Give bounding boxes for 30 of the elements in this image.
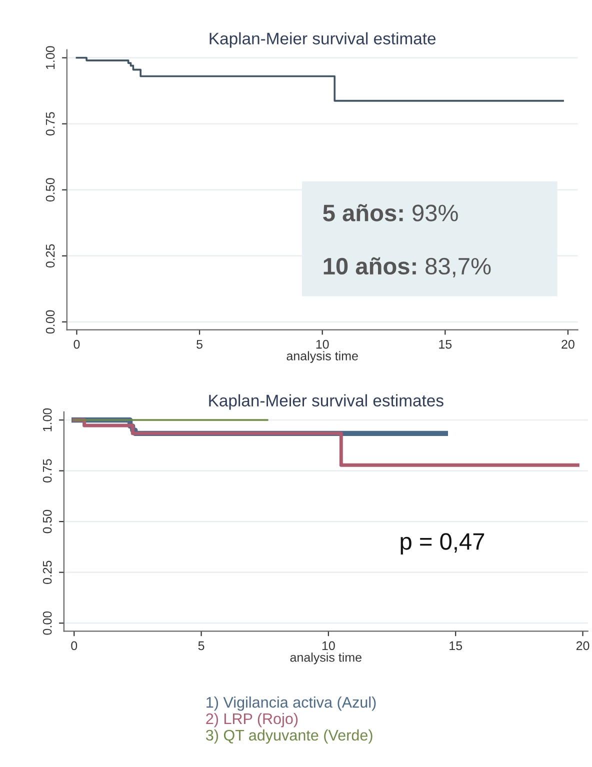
x-tick-label: 5 bbox=[198, 641, 204, 650]
x-axis-title: analysis time bbox=[290, 652, 362, 664]
x-tick-label: 20 bbox=[562, 340, 574, 349]
x-tick-label: 10 bbox=[316, 340, 329, 349]
x-tick-label: 15 bbox=[450, 641, 462, 650]
chart-title: Kaplan-Meier survival estimate bbox=[210, 32, 436, 48]
chart-title: Kaplan-Meier survival estimates bbox=[209, 394, 444, 410]
y-tick-label: 0.75 bbox=[42, 459, 52, 482]
x-tick-label: 5 bbox=[196, 340, 202, 349]
text: 1) Vigilancia activa (Azul) bbox=[206, 696, 376, 711]
text: 2) LRP (Rojo) bbox=[206, 712, 298, 728]
y-tick-label: 1.00 bbox=[42, 408, 52, 432]
x-tick-label: 15 bbox=[439, 340, 452, 349]
x-tick-label: 10 bbox=[322, 641, 335, 650]
y-tick-label: 1.00 bbox=[46, 46, 55, 69]
x-tick-label: 0 bbox=[71, 641, 78, 650]
annotation: 5 años: 93% bbox=[323, 204, 458, 222]
text: 3) QT adyuvante (Verde) bbox=[206, 729, 372, 744]
y-tick-label: 0.25 bbox=[46, 244, 55, 268]
x-axis-title: analysis time bbox=[286, 351, 358, 363]
x-tick-label: 0 bbox=[74, 340, 80, 349]
annotation: p = 0,47 bbox=[400, 533, 484, 554]
y-tick-label: 0.75 bbox=[46, 112, 55, 136]
x-tick-label: 20 bbox=[576, 641, 590, 650]
y-tick-label: 0.00 bbox=[42, 611, 52, 635]
y-tick-label: 0.50 bbox=[42, 510, 52, 534]
annotation: 10 años: 83,7% bbox=[324, 257, 491, 278]
y-tick-label: 0.50 bbox=[46, 178, 55, 202]
y-tick-label: 0.25 bbox=[42, 560, 52, 584]
y-tick-label: 0.00 bbox=[46, 310, 55, 334]
